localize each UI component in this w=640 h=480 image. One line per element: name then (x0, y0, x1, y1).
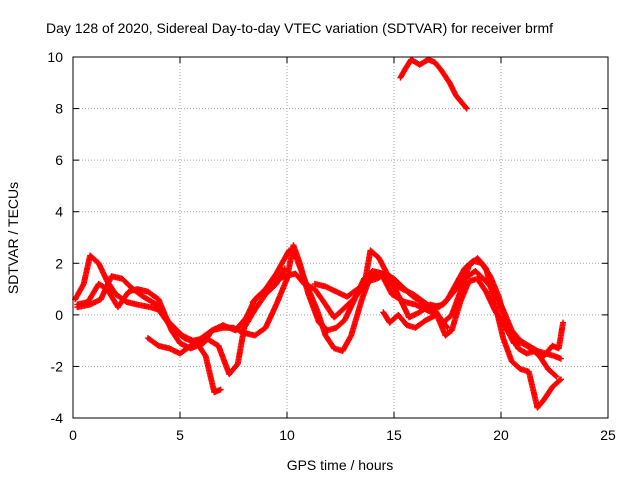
data-point (444, 324, 451, 331)
y-tick-label: 10 (47, 49, 63, 65)
x-tick-label: 25 (600, 427, 616, 443)
data-point (556, 377, 563, 384)
data-point (553, 373, 560, 380)
y-axis-label: SDTVAR / TECUs (5, 182, 21, 294)
data-point (463, 105, 470, 112)
data-points (72, 56, 567, 411)
y-tick-label: 2 (55, 255, 63, 271)
data-point (557, 355, 564, 362)
data-point (462, 104, 469, 111)
series-track-1 (72, 252, 224, 396)
x-tick-label: 15 (386, 427, 402, 443)
y-tick-label: -2 (51, 358, 64, 374)
x-axis-label: GPS time / hours (287, 457, 394, 473)
data-point (217, 386, 224, 393)
plot-frame (72, 56, 609, 419)
y-tick-label: 8 (55, 101, 63, 117)
y-tick-label: -4 (51, 410, 64, 426)
data-point (552, 372, 559, 379)
grid-lines (73, 57, 608, 418)
data-point (79, 282, 86, 289)
series-track-8 (397, 56, 470, 112)
x-tick-label: 20 (493, 427, 509, 443)
data-point (557, 376, 564, 383)
series-track-2 (74, 265, 288, 378)
x-tick-label: 10 (279, 427, 295, 443)
data-point (560, 319, 567, 326)
y-tick-label: 0 (55, 307, 63, 323)
x-tick-label: 5 (176, 427, 184, 443)
chart-title: Day 128 of 2020, Sidereal Day-to-day VTE… (46, 20, 553, 36)
y-tick-label: 6 (55, 152, 63, 168)
series-track-7 (380, 275, 567, 360)
y-tick-label: 4 (55, 204, 63, 220)
x-tick-label: 0 (69, 427, 77, 443)
